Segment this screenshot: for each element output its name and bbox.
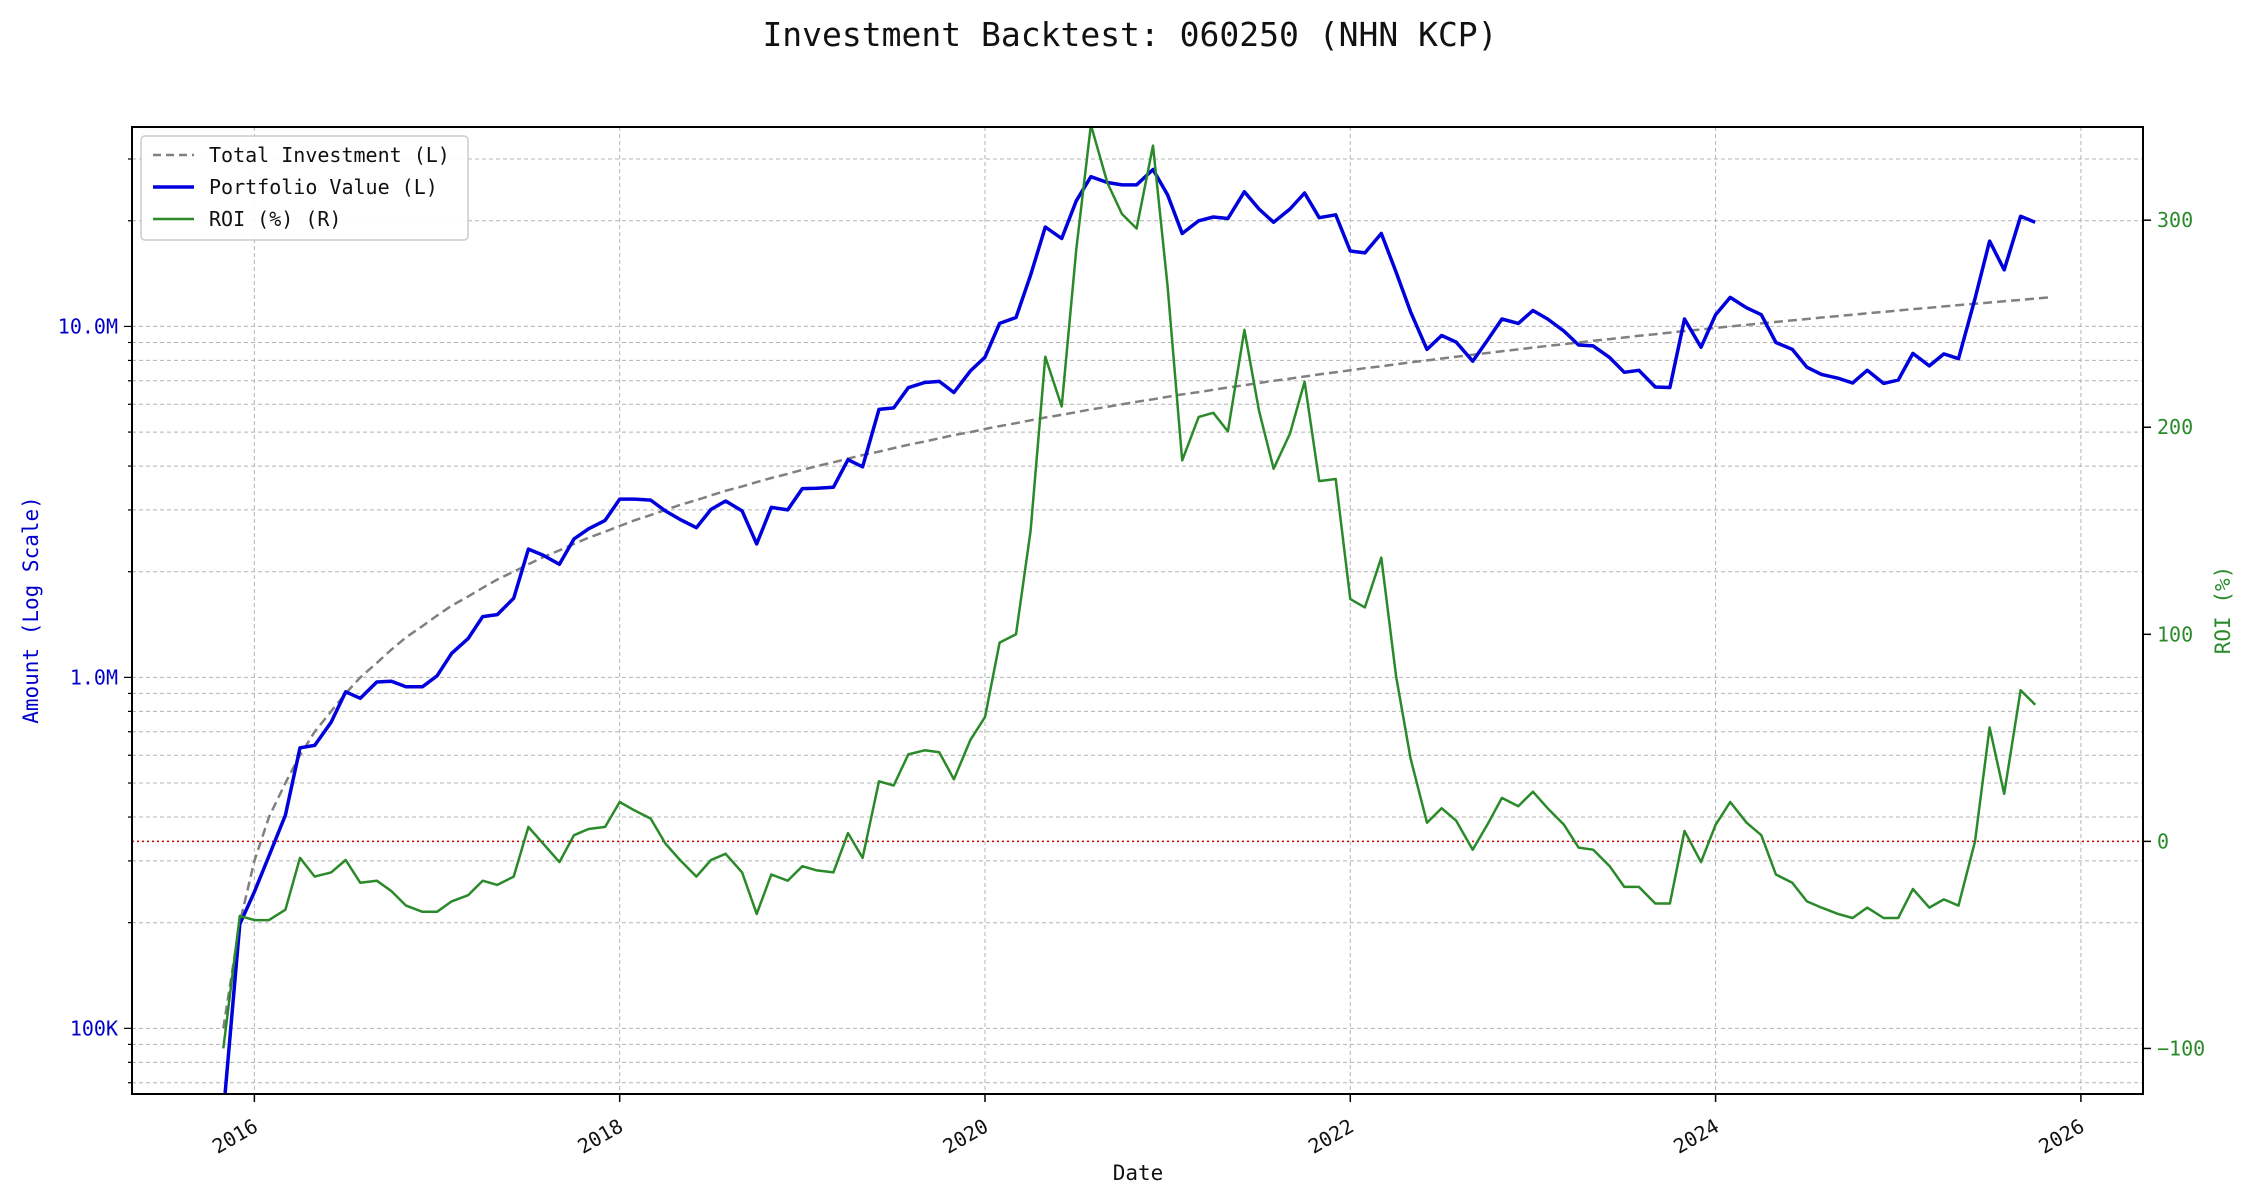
legend: Total Investment (L) Portfolio Value (L)… <box>140 135 469 241</box>
right-tick-label: 200 <box>2157 415 2193 439</box>
left-tick-label: 10.0M <box>58 314 118 338</box>
left-axis-label: Amount (Log Scale) <box>19 496 43 724</box>
right-tick-label: 300 <box>2157 208 2193 232</box>
right-axis-label: ROI (%) <box>2211 566 2235 655</box>
legend-label-roi: ROI (%) (R) <box>209 207 341 231</box>
right-tick-label: 100 <box>2157 622 2193 646</box>
series-lines <box>222 127 2050 1094</box>
legend-label-portfolio-value: Portfolio Value (L) <box>209 175 438 199</box>
left-tick-label: 100K <box>70 1016 118 1040</box>
x-axis-label: Date <box>1113 1161 1164 1185</box>
chart-title: Investment Backtest: 060250 (NHN KCP) <box>762 15 1497 54</box>
portfolio-value-line <box>223 167 2036 1094</box>
right-tick-label: −100 <box>2157 1036 2205 1060</box>
roi-line <box>222 127 2037 1049</box>
legend-box <box>140 135 469 241</box>
grid-lines <box>132 127 2143 1094</box>
left-tick-label: 1.0M <box>70 665 118 689</box>
plot-frame <box>131 126 2144 1095</box>
total-investment-line <box>222 296 2050 1029</box>
legend-label-total-investment: Total Investment (L) <box>209 143 450 167</box>
right-tick-label: 0 <box>2157 829 2169 853</box>
